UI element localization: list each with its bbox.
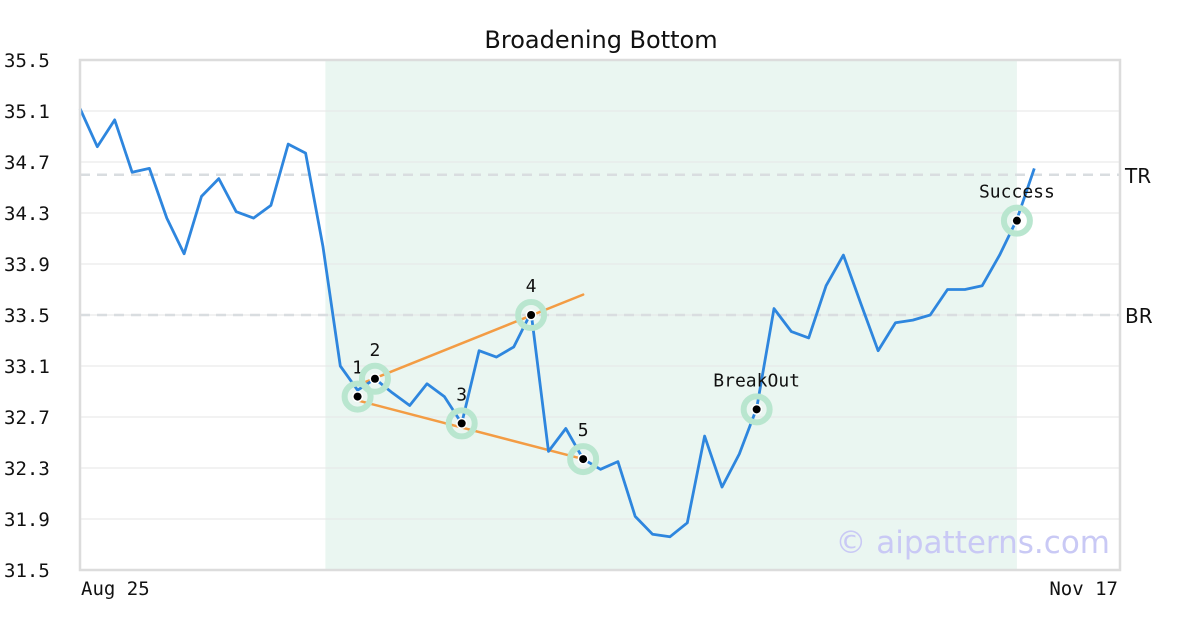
annotation-label-2: 2 (370, 340, 381, 361)
y-tick-label: 34.3 (4, 203, 50, 225)
marker-dot-success (1012, 216, 1021, 225)
y-tick-label: 35.5 (4, 50, 50, 72)
y-tick-label: 31.9 (4, 509, 50, 531)
chart-title: Broadening Bottom (484, 26, 717, 54)
y-tick-label: 35.1 (4, 101, 50, 123)
marker-dot-4 (527, 311, 536, 319)
marker-ring-success (1000, 204, 1033, 237)
price-series (78, 107, 1036, 539)
marker-ring-2 (358, 362, 391, 395)
annotation-label-1: 1 (352, 358, 363, 379)
watermark: © aipatterns.com (835, 525, 1110, 561)
marker-dot-3 (457, 419, 466, 428)
y-tick-label: 34.7 (4, 152, 50, 174)
annotation-label-3: 3 (456, 384, 467, 405)
y-tick-label: 32.7 (4, 407, 50, 429)
y-tick-label: 33.5 (4, 305, 50, 327)
plot-frame (78, 58, 1122, 572)
marker-dot-1 (353, 392, 362, 401)
y-tick-label: 32.3 (4, 458, 50, 480)
y-axis-tick-labels: 35.5 35.1 34.7 34.3 33.9 33.5 33.1 32.7 32.3 31.9… (4, 50, 50, 582)
reference-label-br: BR (1125, 304, 1153, 328)
reference-lines: TR BR (80, 164, 1153, 328)
annotation-label-4: 4 (526, 276, 537, 297)
annotation-label-breakout: BreakOut (713, 370, 800, 391)
marker-ring-3 (445, 407, 478, 440)
reference-label-tr: TR (1124, 164, 1151, 188)
marker-ring-4 (515, 299, 548, 331)
pattern-annotations: 12 3 4 5 BreakOut Success (341, 182, 1055, 476)
marker-dot-5 (579, 455, 588, 464)
y-tick-label: 33.1 (4, 356, 50, 378)
annotation-label-5: 5 (578, 420, 589, 441)
marker-dot-breakout (752, 405, 761, 414)
y-tick-label: 33.9 (4, 254, 50, 276)
price-line (78, 107, 1036, 539)
marker-dot-2 (370, 374, 379, 383)
marker-ring-breakout (740, 393, 773, 426)
marker-ring-1 (341, 380, 374, 413)
x-tick-label-first: Aug 25 (81, 578, 150, 600)
marker-ring-5 (567, 443, 600, 476)
x-axis-tick-labels: Aug 25 Nov 17 (81, 578, 1118, 600)
x-tick-label-last: Nov 17 (1049, 578, 1118, 600)
annotation-label-success: Success (979, 182, 1055, 203)
y-tick-label: 31.5 (4, 560, 50, 582)
